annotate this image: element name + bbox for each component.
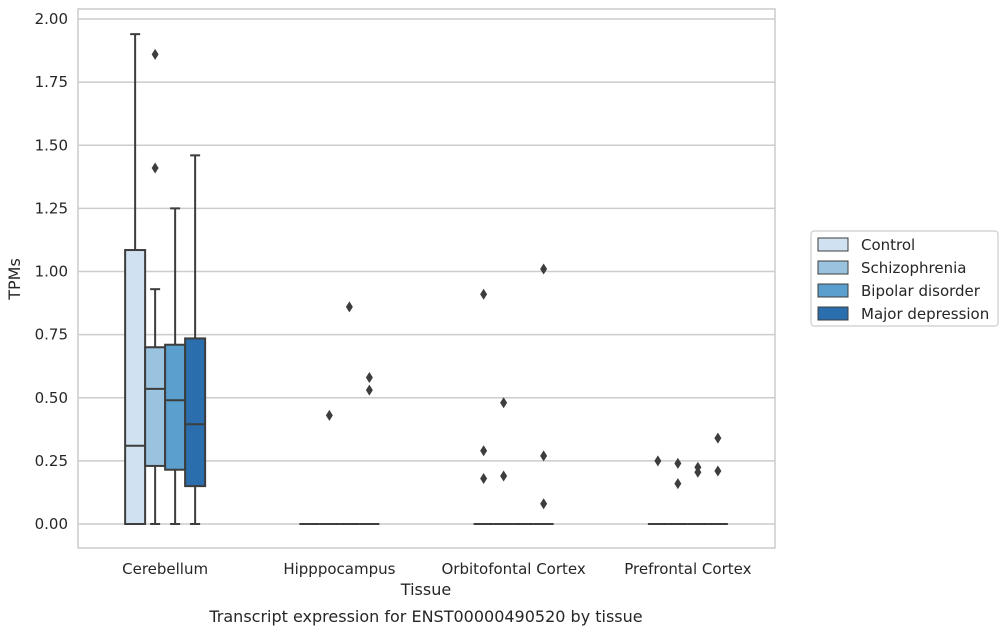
y-tick-label: 1.25: [35, 199, 68, 217]
box-groups: [124, 33, 728, 525]
y-tick-label: 0.75: [35, 326, 68, 344]
outlier-point: [365, 372, 373, 384]
box-orbitofontal-cortex-major-depression: [533, 263, 554, 525]
y-tick-label: 0.25: [35, 452, 68, 470]
outlier-point: [714, 432, 722, 444]
box-cerebellum-control: [124, 33, 147, 525]
x-tick-label: Orbitofontal Cortex: [442, 560, 586, 578]
x-tick-label: Hipppocampus: [283, 560, 395, 578]
y-tick-labels: 0.00 0.25 0.50 0.75 1.00 1.25 1.50 1.75 2.00: [35, 10, 68, 533]
box-hipppocampus-major-depression: [359, 372, 380, 525]
outlier-point: [540, 450, 548, 462]
x-tick-labels: Cerebellum Hipppocampus Orbitofontal Corte…: [122, 560, 751, 578]
box-body: [164, 343, 187, 471]
y-tick-label: 2.00: [35, 10, 68, 28]
box-prefrontal-cortex-control: [647, 455, 668, 525]
y-tick-label: 1.00: [35, 263, 68, 281]
outlier-point: [365, 384, 373, 396]
legend-label: Bipolar disorder: [861, 282, 981, 300]
plot-frame: [77, 8, 776, 549]
legend-label: Control: [861, 236, 915, 254]
x-tick-label: Cerebellum: [122, 560, 208, 578]
legend-swatch: [817, 306, 849, 321]
x-tick-label: Prefrontal Cortex: [624, 560, 751, 578]
box-orbitofontal-cortex-control: [473, 288, 494, 525]
legend-frame: [810, 230, 999, 327]
box-hipppocampus-bipolar-disorder: [339, 301, 360, 525]
box-cerebellum-major-depression: [184, 154, 207, 525]
legend: Control Schizophrenia Bipolar disorder Majo…: [810, 230, 999, 327]
y-tick-label: 0.00: [35, 515, 68, 533]
legend-swatch: [817, 283, 849, 298]
y-axis-label: TPMs: [5, 258, 24, 301]
y-tick-label: 0.50: [35, 389, 68, 407]
box-body: [184, 337, 207, 488]
y-tick-label: 1.75: [35, 73, 68, 91]
outlier-point: [480, 288, 488, 300]
legend-swatch: [817, 260, 849, 275]
legend-label: Major depression: [861, 305, 989, 323]
box-body: [144, 346, 167, 467]
outlier-point: [500, 397, 508, 409]
x-axis-label: Tissue: [400, 580, 451, 599]
chart-caption: Transcript expression for ENST0000049052…: [208, 607, 642, 626]
box-orbitofontal-cortex-schizophrenia: [493, 397, 514, 525]
legend-swatch: [817, 237, 849, 252]
outlier-point: [151, 162, 159, 174]
outlier-point: [345, 301, 353, 313]
box-prefrontal-cortex-bipolar-disorder: [687, 461, 708, 525]
outlier-point: [714, 465, 722, 477]
box-hipppocampus-schizophrenia: [319, 409, 340, 525]
legend-label: Schizophrenia: [861, 259, 966, 277]
outlier-point: [480, 473, 488, 485]
box-prefrontal-cortex-schizophrenia: [667, 457, 688, 525]
outlier-point: [540, 263, 548, 275]
outlier-point: [654, 455, 662, 467]
box-prefrontal-cortex-major-depression: [707, 432, 728, 525]
y-tick-label: 1.50: [35, 136, 68, 154]
box-body: [124, 249, 147, 525]
outlier-point: [694, 466, 702, 478]
outlier-point: [500, 470, 508, 482]
box-cerebellum-bipolar-disorder: [164, 207, 187, 525]
outlier-point: [151, 48, 159, 60]
outlier-point: [540, 498, 548, 510]
outlier-point: [674, 457, 682, 469]
outlier-point: [480, 445, 488, 457]
outlier-point: [325, 409, 333, 421]
outlier-point: [674, 478, 682, 490]
